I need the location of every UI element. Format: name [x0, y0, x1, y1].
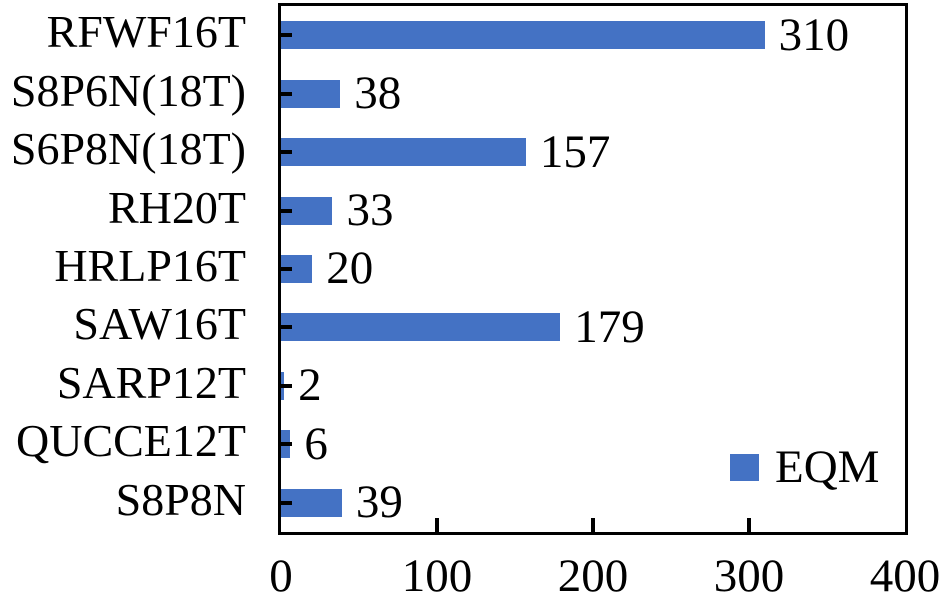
plot-area: EQM 310 38 157 33 20 179 2 6 39: [278, 3, 908, 535]
bar-row: 2: [281, 357, 905, 415]
bar-value-label: 6: [304, 417, 328, 470]
bar: [281, 313, 561, 342]
y-axis-label: S6P8N(18T): [10, 123, 246, 175]
y-axis-label: QUCCE12T: [16, 415, 246, 467]
bar-row: 6: [281, 415, 905, 473]
y-axis-tick: [281, 442, 292, 447]
bar-value-label: 39: [355, 476, 403, 529]
plot-inner: EQM 310 38 157 33 20 179 2 6 39: [281, 6, 905, 532]
x-axis-tick: [747, 518, 751, 532]
bar-value-label: 38: [354, 67, 402, 120]
y-axis-tick: [281, 325, 292, 330]
legend-swatch: [730, 454, 759, 481]
y-axis-tick: [281, 383, 292, 388]
y-axis-label: S8P8N: [115, 473, 246, 525]
y-axis-label: RFWF16T: [46, 6, 246, 58]
bar: [281, 21, 765, 50]
y-axis-labels: RFWF16T S8P6N(18T) S6P8N(18T) RH20T HRLP16T S…: [0, 3, 246, 535]
x-axis-tick-label: 200: [557, 550, 629, 602]
y-axis-tick: [281, 500, 292, 505]
bar: [281, 138, 526, 167]
bar-value-label: 33: [346, 184, 394, 237]
x-axis-tick-label: 0: [269, 550, 293, 602]
x-axis-tick-labels: 0 100 200 300 400: [0, 553, 945, 611]
y-axis-label: RH20T: [108, 181, 246, 233]
y-axis-label: SAW16T: [73, 298, 246, 350]
y-axis-tick: [281, 267, 292, 271]
bar-row: 310: [281, 6, 905, 64]
bar-row: 157: [281, 123, 905, 181]
y-axis-label: HRLP16T: [54, 240, 246, 291]
y-axis-tick: [281, 150, 292, 155]
legend-label: EQM: [775, 441, 880, 493]
bar-row: 33: [281, 181, 905, 239]
y-axis-label: SARP12T: [56, 356, 246, 408]
bar-value-label: 310: [778, 8, 850, 61]
x-axis-tick: [591, 518, 595, 532]
x-axis-tick-label: 100: [401, 550, 473, 602]
x-axis-tick-label: 300: [713, 550, 785, 602]
y-axis-label: S8P6N(18T): [10, 64, 246, 116]
bar-row: 20: [281, 240, 905, 298]
y-axis-tick: [281, 208, 292, 213]
bar-value-label: 179: [574, 300, 645, 353]
bar-value-label: 157: [539, 125, 611, 178]
legend: EQM: [730, 444, 879, 491]
bar-value-label: 20: [326, 242, 374, 295]
y-axis-tick: [281, 91, 292, 96]
x-axis-tick-label: 400: [869, 550, 941, 602]
bar-row: 179: [281, 298, 905, 356]
y-axis-tick: [281, 33, 292, 38]
bar-value-label: 2: [298, 359, 322, 412]
x-axis-tick: [435, 518, 439, 532]
bar-row: 38: [281, 64, 905, 122]
